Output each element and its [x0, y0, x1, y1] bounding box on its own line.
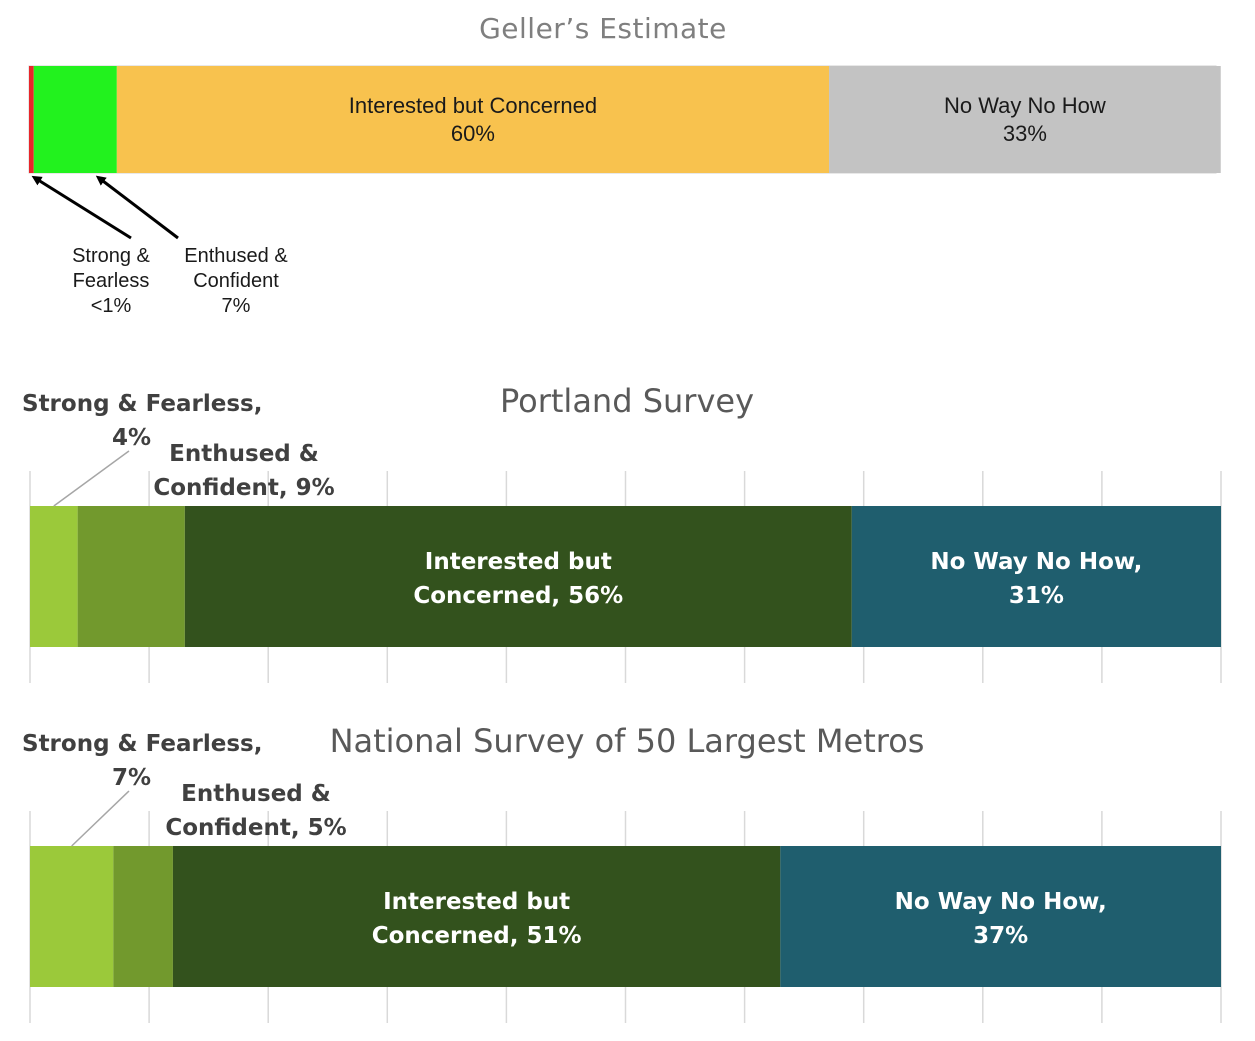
segment-label-1-line-3: <1%: [91, 295, 132, 317]
bar-segment-3: [116, 66, 830, 173]
chart-title: Geller’s Estimate: [479, 12, 727, 45]
segment-label-1-line-2: 4%: [112, 425, 151, 451]
arrow-enthused: [95, 175, 179, 240]
segment-label-3-line-1: Interested but Concerned: [349, 93, 597, 118]
segment-label-2-line-2: Confident, 9%: [153, 475, 334, 501]
segment-label-4-line-1: No Way No How,: [930, 549, 1142, 575]
leader-line-strong: [71, 790, 130, 847]
segment-label-1-line-1: Strong &: [72, 245, 150, 267]
segment-label-1-line-1: Strong & Fearless,: [22, 391, 262, 417]
segment-label-3-line-2: Concerned, 51%: [372, 923, 582, 949]
segment-label-1-line-2: Fearless: [73, 270, 150, 292]
segment-label-3-line-1: Interested but: [425, 549, 612, 575]
bar-segment-3: [184, 506, 852, 647]
segment-label-2-line-2: Confident, 5%: [165, 815, 346, 841]
bar-segment-1: [30, 506, 78, 647]
bar-segment-4: [851, 506, 1221, 647]
bar-segment-2: [113, 846, 173, 987]
segment-label-2-line-1: Enthused &: [181, 781, 331, 807]
segment-label-4-line-2: 33%: [1003, 121, 1047, 146]
segment-label-4-line-2: 37%: [973, 923, 1028, 949]
segment-label-2-line-3: 7%: [222, 295, 251, 317]
bar-segment-3: [172, 846, 781, 987]
segment-label-2-line-1: Enthused &: [184, 245, 288, 267]
segment-label-3-line-2: Concerned, 56%: [413, 583, 623, 609]
arrow-strong: [31, 175, 132, 240]
bar-segment-2: [33, 66, 117, 173]
segment-label-3-line-1: Interested but: [383, 889, 570, 915]
segment-label-4-line-1: No Way No How,: [895, 889, 1107, 915]
segment-label-3-line-2: 60%: [451, 121, 495, 146]
chart-title: Portland Survey: [500, 382, 754, 420]
bar-segment-1: [29, 66, 34, 173]
bar-segment-4: [780, 846, 1221, 987]
segment-label-4-line-1: No Way No How: [944, 93, 1106, 118]
segment-label-4-line-2: 31%: [1009, 583, 1064, 609]
segment-label-1-line-1: Strong & Fearless,: [22, 731, 262, 757]
chart-title: National Survey of 50 Largest Metros: [330, 722, 925, 760]
bar-segment-1: [30, 846, 114, 987]
segment-label-2-line-1: Enthused &: [169, 441, 319, 467]
segment-label-2-line-2: Confident: [193, 270, 279, 292]
bar-segment-4: [829, 66, 1221, 173]
segment-label-1-line-2: 7%: [112, 765, 151, 791]
leader-line-strong: [53, 450, 130, 507]
bar-segment-2: [77, 506, 185, 647]
